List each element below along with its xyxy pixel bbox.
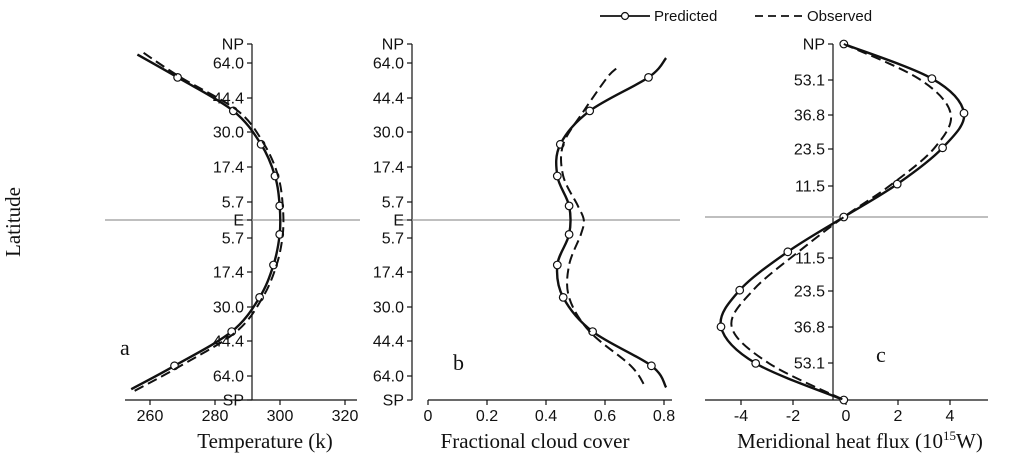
y-tick-label: 17.4: [373, 160, 404, 177]
predicted-point: [716, 322, 726, 332]
legend-predicted-marker: [620, 11, 630, 21]
y-tick-label: 36.8: [794, 320, 825, 337]
predicted-point: [585, 106, 595, 116]
predicted-point: [647, 361, 656, 371]
x-tick-label: 0.6: [594, 408, 616, 425]
y-tick-label: 5.7: [382, 231, 404, 248]
x-tick-label: 0.8: [653, 408, 675, 425]
y-tick-label: 53.1: [794, 73, 825, 90]
predicted-point: [892, 179, 902, 189]
predicted-point: [558, 293, 568, 302]
panel-a: NP64.044.430.017.45.7E5.717.430.044.464.…: [105, 37, 360, 453]
x-tick-label: 320: [332, 408, 359, 425]
y-tick-label: 30.0: [213, 300, 244, 317]
y-tick-label: 44.4: [373, 334, 404, 351]
y-tick-label: 17.4: [213, 160, 244, 177]
y-tick-label: 36.8: [794, 108, 825, 125]
x-tick-label: 0: [842, 408, 851, 425]
predicted-point: [959, 108, 969, 118]
x-tick-label: 0.4: [535, 408, 557, 425]
y-tick-label: 30.0: [213, 125, 244, 142]
predicted-series-line: [555, 57, 668, 389]
predicted-point: [751, 359, 761, 368]
legend-observed-label: Observed: [807, 8, 872, 25]
y-tick-label: 53.1: [794, 356, 825, 373]
y-tick-label: 11.5: [795, 251, 825, 268]
x-tick-label: 0.2: [476, 408, 498, 425]
y-tick-label: NP: [803, 37, 825, 54]
y-tick-label: 5.7: [222, 231, 244, 248]
x-axis-label-exponent: 15: [943, 428, 956, 443]
observed-series-line: [730, 43, 953, 401]
y-tick-label: 64.0: [213, 369, 244, 386]
predicted-point: [839, 395, 849, 405]
y-tick-label: 30.0: [373, 125, 404, 142]
legend: Predicted Observed: [600, 8, 872, 25]
panel-b: NP 64.0 44.4 30.0 17.4 5.7E5.7 17.4 30.0 44.4 64.…: [373, 37, 680, 453]
x-axis-label: Meridional heat flux (1015W): [737, 428, 983, 453]
y-tick-label: NP: [382, 37, 404, 54]
predicted-point: [552, 260, 562, 270]
y-axis-label: Latitude: [1, 187, 25, 257]
x-tick-label: 2: [894, 408, 903, 425]
y-tick-label: E: [233, 213, 244, 230]
y-tick-label: 23.5: [794, 284, 825, 301]
predicted-series-line: [130, 53, 282, 391]
panel-letter: c: [876, 342, 886, 367]
x-tick-label: 0: [424, 408, 433, 425]
x-axis-label: Fractional cloud cover: [441, 429, 630, 453]
predicted-point: [644, 72, 653, 82]
x-axis-label: Temperature (k): [197, 429, 333, 453]
x-tick-label: 280: [202, 408, 229, 425]
y-tick-label: 64.0: [213, 56, 244, 73]
predicted-point: [564, 201, 574, 211]
y-tick-label: 64.0: [373, 56, 404, 73]
y-tick-label: 11.5: [795, 179, 825, 196]
y-tick-label: 23.5: [794, 142, 825, 159]
predicted-series-line: [719, 42, 966, 402]
predicted-point: [552, 171, 562, 181]
y-tick-label: 44.4: [373, 91, 404, 108]
y-tick-label: 5.7: [222, 195, 244, 212]
y-tick-label: 17.4: [213, 265, 244, 282]
observed-series-line: [560, 67, 647, 388]
y-tick-label: SP: [223, 393, 244, 410]
panel-c: NP 53.1 36.8 23.5 11.5 11.5 23.5 36.8 53.1 -4 -2 0 2…: [705, 37, 988, 453]
y-tick-label: 30.0: [373, 300, 404, 317]
x-tick-label: 4: [946, 408, 955, 425]
x-tick-label: 260: [137, 408, 164, 425]
x-tick-label: -4: [734, 408, 748, 425]
y-tick-label: E: [393, 213, 404, 230]
predicted-point: [938, 143, 947, 153]
predicted-point: [735, 285, 745, 295]
y-tick-label: 5.7: [382, 195, 404, 212]
y-tick-label: 44.4: [213, 334, 244, 351]
panel-letter: a: [120, 335, 130, 360]
predicted-point: [564, 229, 574, 239]
x-axis-label-unit: W): [956, 429, 983, 453]
predicted-point: [927, 74, 937, 83]
y-tick-label: SP: [383, 393, 404, 410]
observed-series-line: [133, 51, 285, 392]
y-tick-label: 17.4: [373, 265, 404, 282]
x-tick-label: 300: [267, 408, 294, 425]
panel-letter: b: [453, 350, 464, 375]
predicted-point: [783, 247, 793, 257]
legend-predicted-label: Predicted: [654, 8, 717, 25]
y-tick-label: NP: [222, 37, 244, 54]
x-tick-label: -2: [786, 408, 800, 425]
y-tick-label: 64.0: [373, 369, 404, 386]
